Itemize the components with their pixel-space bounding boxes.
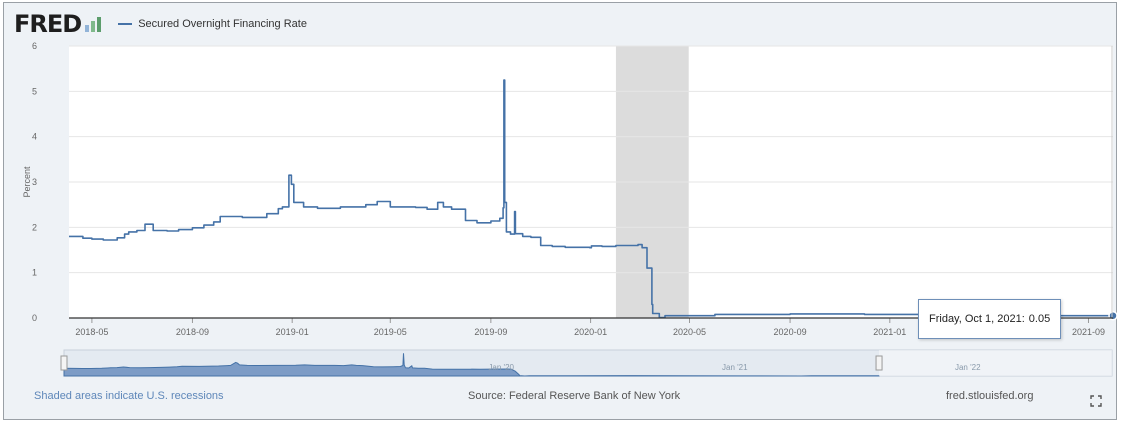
navigator-handle-right[interactable] xyxy=(875,355,883,371)
navigator-series xyxy=(63,353,880,377)
y-tick-label: 0 xyxy=(32,313,37,323)
x-tick-label: 2019-01 xyxy=(276,327,309,337)
x-tick-label: 2018-05 xyxy=(75,327,108,337)
fred-bars-icon xyxy=(85,17,102,32)
y-tick-label: 2 xyxy=(32,222,37,232)
series-line[interactable] xyxy=(69,79,1113,319)
navigator-label: Jan '21 xyxy=(722,363,748,372)
x-tick-label: 2020-09 xyxy=(774,327,807,337)
site-link[interactable]: fred.stlouisfed.org xyxy=(946,390,1034,402)
legend: Secured Overnight Financing Rate xyxy=(118,18,307,30)
navigator-label: Jan '20 xyxy=(488,363,514,372)
x-tick-label: 2021-09 xyxy=(1072,327,1105,337)
y-tick-label: 4 xyxy=(32,132,37,142)
legend-swatch xyxy=(118,23,133,25)
fullscreen-icon[interactable] xyxy=(1090,395,1102,407)
y-tick-label: 3 xyxy=(32,177,37,187)
navigator-handle-left[interactable] xyxy=(60,355,68,371)
tooltip-date: Friday, Oct 1, 2021: xyxy=(929,313,1025,325)
logo-text: FRED xyxy=(14,10,82,38)
chart-header: FRED Secured Overnight Financing Rate xyxy=(14,9,307,39)
source-text: Source: Federal Reserve Bank of New York xyxy=(468,390,681,402)
tooltip-value: 0.05 xyxy=(1028,313,1051,325)
recession-note-link[interactable]: Shaded areas indicate U.S. recessions xyxy=(34,390,224,402)
x-tick-label: 2020-01 xyxy=(574,327,607,337)
navigator-mask xyxy=(879,350,1112,376)
x-tick-label: 2019-09 xyxy=(474,327,507,337)
navigator-label: Jan '22 xyxy=(955,363,981,372)
x-tick-label: 2018-09 xyxy=(176,327,209,337)
x-tick-label: 2019-05 xyxy=(374,327,407,337)
fred-logo[interactable]: FRED xyxy=(14,10,104,38)
legend-label: Secured Overnight Financing Rate xyxy=(138,18,307,30)
y-tick-label: 6 xyxy=(32,41,37,51)
y-tick-label: 5 xyxy=(32,86,37,96)
x-tick-label: 2020-05 xyxy=(673,327,706,337)
tooltip: Friday, Oct 1, 2021: 0.05 xyxy=(918,299,1062,339)
y-tick-label: 1 xyxy=(32,268,37,278)
y-axis-label: Percent xyxy=(22,166,32,198)
x-tick-label: 2021-01 xyxy=(873,327,906,337)
